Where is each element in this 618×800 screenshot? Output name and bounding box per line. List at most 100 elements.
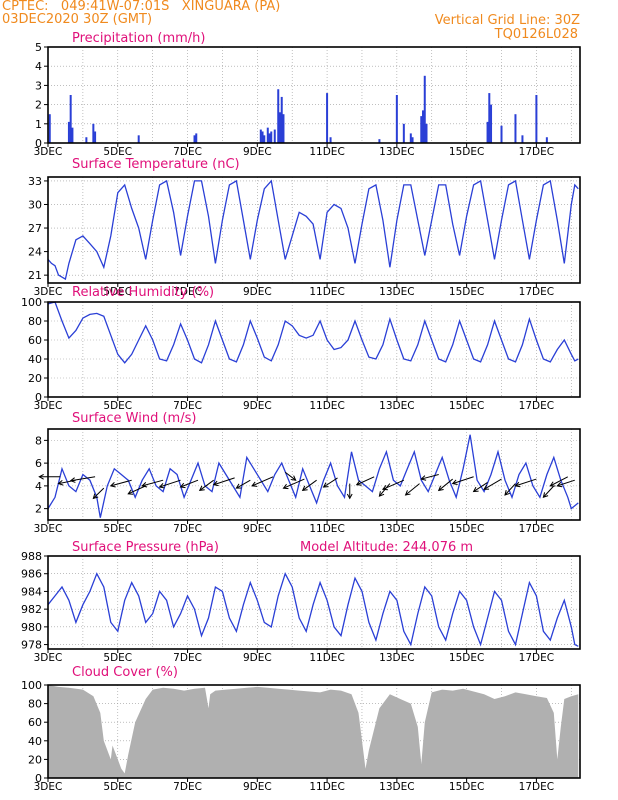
precip-bar (270, 131, 273, 143)
panel-title: Precipitation (mm/h) (72, 31, 205, 46)
header-line1-left: CPTEC: 049:41W-07:01S XINGUARA (PA) (2, 0, 281, 14)
date-tick-label: 9DEC (243, 146, 272, 158)
wind-arrow-shaft (356, 476, 375, 486)
precip-bar (535, 95, 538, 143)
wind-arrow-shaft (110, 479, 132, 487)
precip-bar (268, 133, 271, 143)
panel-title: Surface Pressure (hPa) (72, 540, 219, 555)
precip-bar (92, 123, 95, 143)
wind-arrow-shaft (382, 479, 405, 490)
wind-arrow-head (514, 481, 521, 488)
date-tick-label: 7DEC (173, 400, 202, 412)
series-line (47, 434, 579, 518)
date-tick-label: 3DEC (34, 781, 63, 793)
precip-bar (277, 89, 280, 143)
precip-bar (423, 75, 426, 143)
date-tick-label: 15DEC (449, 146, 484, 158)
date-tick-label: 15DEC (449, 400, 484, 412)
wind-arrow-head (92, 493, 99, 500)
panel-frame (47, 684, 581, 779)
series-line (47, 179, 579, 281)
date-tick-label: 5DEC (103, 781, 132, 793)
wind-arrow-shaft (180, 479, 199, 488)
panel-frame (47, 428, 581, 521)
wind-arrow-head (158, 483, 165, 489)
wind-arrow-shaft (405, 483, 420, 496)
y-tick-label: 986 (21, 568, 42, 581)
y-tick-label: 20 (28, 753, 42, 766)
date-tick-label: 17DEC (519, 523, 554, 535)
date-tick-label: 11DEC (309, 146, 344, 158)
y-tick-label: 80 (28, 315, 42, 328)
wind-arrow-shaft (199, 479, 215, 491)
wind-arrow-head (437, 485, 444, 492)
wind-arrow-head (198, 485, 205, 492)
wind-arrow-head (556, 481, 563, 488)
precip-bar (402, 123, 405, 143)
date-tick-label: 11DEC (309, 286, 344, 298)
date-tick-label: 7DEC (173, 652, 202, 664)
y-tick-label: 24 (28, 246, 42, 259)
precip-bar (94, 131, 97, 143)
wind-arrow-shaft (283, 478, 305, 489)
y-tick-label: 0 (35, 391, 42, 404)
wind-arrow-shaft (159, 479, 181, 488)
date-tick-label: 15DEC (449, 523, 484, 535)
precip-bar (514, 114, 517, 143)
wind-arrow-shaft (550, 476, 569, 487)
y-tick-label: 980 (21, 621, 42, 634)
date-tick-label: 17DEC (519, 286, 554, 298)
precip-bar (500, 125, 503, 143)
precip-bar (71, 127, 74, 143)
wind-arrow-head (451, 479, 458, 486)
wind-arrow-head (282, 483, 289, 490)
wind-arrow-head (290, 475, 297, 481)
date-tick-label: 17DEC (519, 146, 554, 158)
y-tick-label: 982 (21, 603, 42, 616)
panel-subtitle: Model Altitude: 244.076 m (300, 540, 473, 555)
y-tick-label: 4 (35, 480, 42, 493)
wind-arrow-shaft (557, 479, 575, 487)
precip-bar (326, 93, 329, 143)
date-tick-label: 15DEC (449, 286, 484, 298)
y-tick-label: 3 (35, 79, 42, 92)
wind-arrow-head (472, 486, 479, 493)
date-tick-label: 3DEC (34, 146, 63, 158)
wind-arrow-head (420, 475, 427, 481)
wind-arrow-head (109, 482, 116, 488)
y-tick-label: 1 (35, 118, 42, 131)
y-tick-label: 988 (21, 550, 42, 563)
wind-arrow-head (355, 480, 362, 486)
date-tick-label: 13DEC (379, 286, 414, 298)
panel-title: Cloud Cover (%) (72, 665, 178, 680)
date-tick-label: 13DEC (379, 400, 414, 412)
precip-bar (85, 137, 88, 143)
precip-bar (486, 121, 489, 143)
wind-arrow-shaft (213, 477, 235, 486)
precip-bar (48, 114, 51, 143)
wind-arrow-head (301, 485, 308, 492)
date-tick-label: 5DEC (103, 286, 132, 298)
precip-bar (420, 116, 423, 143)
wind-arrow-shaft (302, 479, 317, 491)
wind-arrow-shaft (142, 479, 164, 487)
date-tick-label: 17DEC (519, 400, 554, 412)
date-tick-label: 3DEC (34, 286, 63, 298)
precip-bar (490, 104, 493, 143)
date-tick-label: 9DEC (243, 286, 272, 298)
y-tick-label: 40 (28, 353, 42, 366)
y-tick-label: 978 (21, 639, 42, 652)
date-tick-label: 17DEC (519, 652, 554, 664)
date-tick-label: 9DEC (243, 781, 272, 793)
wind-arrow-head (141, 482, 148, 488)
precip-bar (259, 129, 262, 143)
precip-bar (67, 121, 70, 143)
y-tick-label: 33 (28, 175, 42, 188)
date-tick-label: 11DEC (309, 781, 344, 793)
date-tick-label: 9DEC (243, 652, 272, 664)
precip-bar (278, 112, 281, 143)
wind-arrow-shaft (128, 485, 146, 495)
precip-bar (395, 95, 398, 143)
date-tick-label: 11DEC (309, 523, 344, 535)
